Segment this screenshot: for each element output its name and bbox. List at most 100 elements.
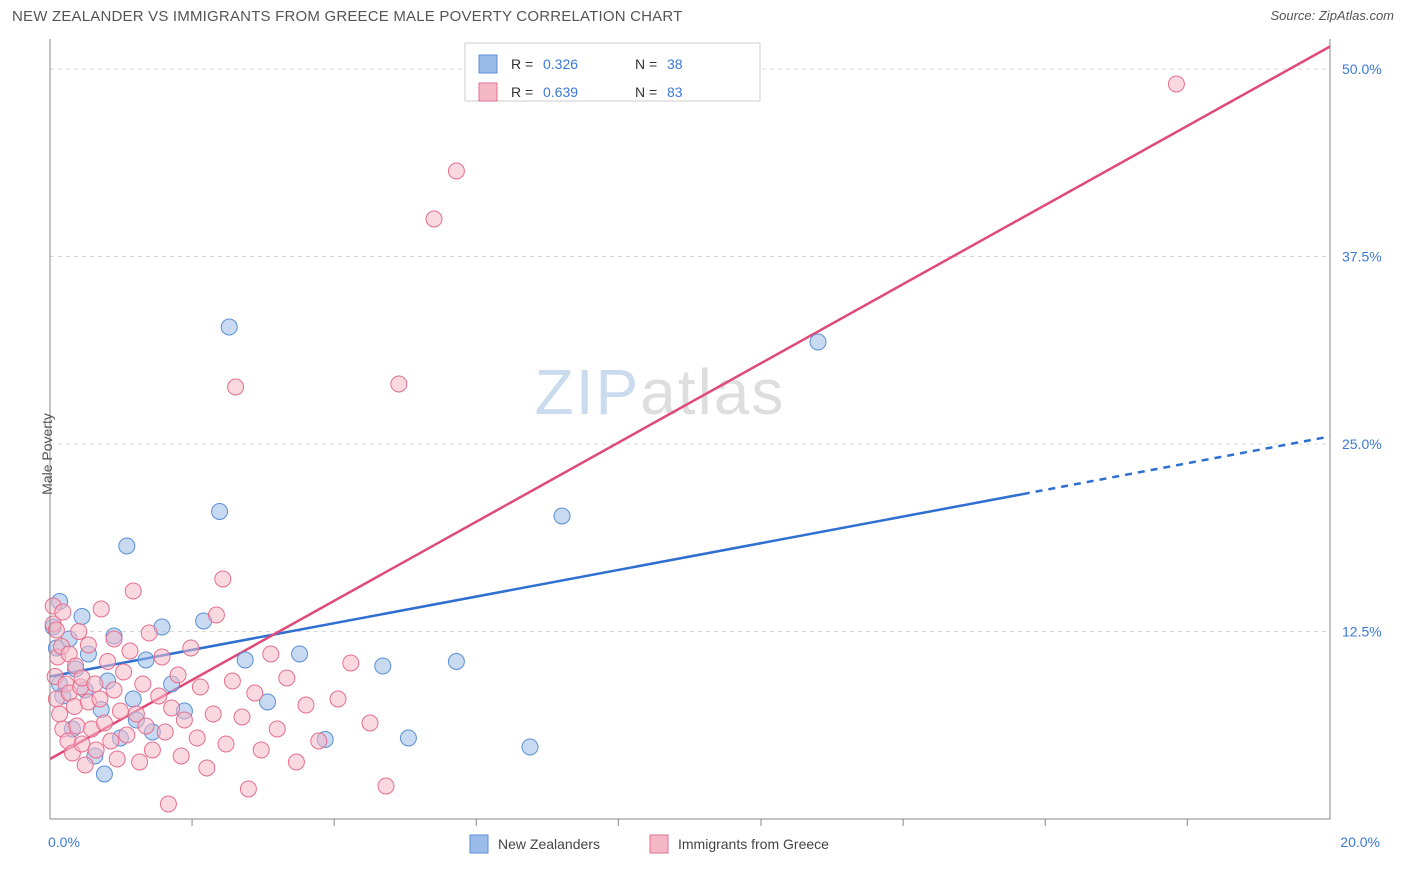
data-point-gr [154,649,170,665]
data-point-gr [218,736,234,752]
watermark: ZIPatlas [535,356,786,428]
legend-r-label: R = [511,56,533,72]
data-point-gr [311,733,327,749]
data-point-gr [132,754,148,770]
data-point-gr [109,751,125,767]
data-point-gr [1168,76,1184,92]
legend-series-label: Immigrants from Greece [678,836,829,852]
data-point-gr [151,688,167,704]
data-point-gr [119,727,135,743]
data-point-gr [66,699,82,715]
data-point-nz [221,319,237,335]
legend-n-value: 83 [667,84,683,100]
data-point-gr [288,754,304,770]
data-point-gr [234,709,250,725]
x-tick-label: 0.0% [48,834,80,850]
y-tick-label: 25.0% [1342,436,1382,452]
data-point-gr [96,715,112,731]
data-point-gr [122,643,138,659]
data-point-gr [164,700,180,716]
data-point-nz [448,654,464,670]
data-point-gr [362,715,378,731]
data-point-gr [247,685,263,701]
data-point-gr [208,607,224,623]
legend-swatch [650,835,668,853]
data-point-gr [279,670,295,686]
data-point-gr [170,667,186,683]
legend-n-value: 38 [667,56,683,72]
legend-swatch [470,835,488,853]
trend-line-nz-dashed [1023,437,1330,495]
trend-line-gr [50,47,1330,760]
data-point-gr [298,697,314,713]
data-point-nz [522,739,538,755]
chart-source: Source: ZipAtlas.com [1270,8,1394,23]
scatter-chart: 12.5% 25.0% 37.5% 50.0% ZIPatlas 0.0% 20.0% R =… [0,29,1406,879]
data-point-gr [330,691,346,707]
data-point-gr [448,163,464,179]
data-point-nz [554,508,570,524]
data-point-gr [141,625,157,641]
data-point-gr [106,631,122,647]
data-point-nz [74,609,90,625]
data-point-gr [189,730,205,746]
legend-r-value: 0.639 [543,84,578,100]
data-point-nz [375,658,391,674]
data-point-gr [228,379,244,395]
data-point-gr [157,724,173,740]
data-point-gr [77,757,93,773]
legend-swatch [479,55,497,73]
data-point-gr [71,624,87,640]
data-point-gr [125,583,141,599]
data-point-nz [292,646,308,662]
data-point-gr [112,703,128,719]
data-point-gr [391,376,407,392]
data-point-gr [48,622,64,638]
data-point-gr [173,748,189,764]
data-point-nz [400,730,416,746]
data-point-gr [192,679,208,695]
data-point-nz [138,652,154,668]
data-point-gr [144,742,160,758]
data-point-gr [253,742,269,758]
chart-header: NEW ZEALANDER VS IMMIGRANTS FROM GREECE … [0,0,1406,29]
data-point-gr [135,676,151,692]
data-point-gr [183,640,199,656]
data-point-gr [343,655,359,671]
data-point-gr [116,664,132,680]
data-point-gr [80,637,96,653]
data-point-gr [205,706,221,722]
chart-container: Male Poverty 12.5%25.0%37.5%50.0%ZIPatla… [0,29,1406,879]
data-point-gr [269,721,285,737]
data-point-nz [119,538,135,554]
data-point-nz [810,334,826,350]
data-point-nz [96,766,112,782]
x-tick-label: 20.0% [1340,834,1380,850]
legend-r-value: 0.326 [543,56,578,72]
data-point-gr [378,778,394,794]
data-point-gr [176,712,192,728]
data-point-gr [88,742,104,758]
stats-legend [465,43,760,101]
data-point-gr [224,673,240,689]
data-point-gr [87,676,103,692]
data-point-gr [69,718,85,734]
data-point-gr [160,796,176,812]
data-point-gr [103,733,119,749]
y-tick-label: 50.0% [1342,61,1382,77]
data-point-nz [212,504,228,520]
legend-n-label: N = [635,84,657,100]
data-point-gr [426,211,442,227]
data-point-gr [138,718,154,734]
y-tick-label: 12.5% [1342,624,1382,640]
data-point-gr [263,646,279,662]
data-point-gr [93,601,109,617]
y-tick-label: 37.5% [1342,249,1382,265]
legend-swatch [479,83,497,101]
legend-n-label: N = [635,56,657,72]
data-point-gr [199,760,215,776]
data-point-gr [240,781,256,797]
chart-title: NEW ZEALANDER VS IMMIGRANTS FROM GREECE … [12,8,682,25]
data-point-nz [237,652,253,668]
legend-r-label: R = [511,84,533,100]
